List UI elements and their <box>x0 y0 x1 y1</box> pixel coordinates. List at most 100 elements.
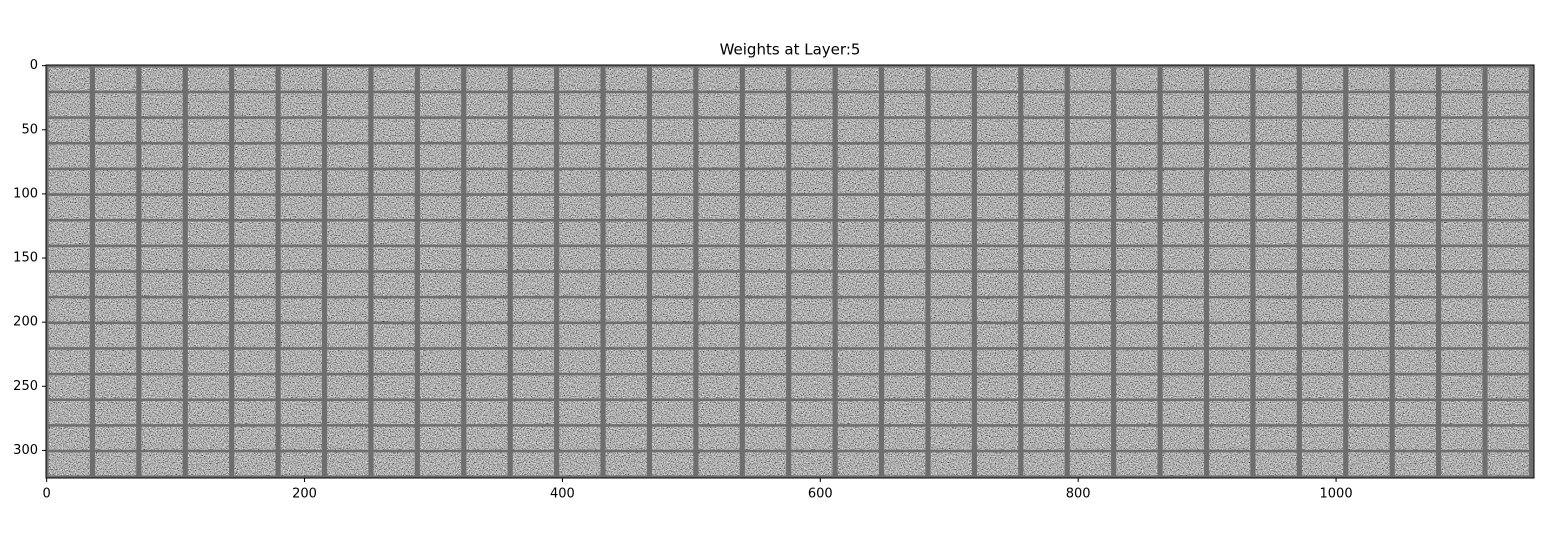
weight-tile <box>1487 118 1529 142</box>
weight-tile <box>1394 375 1437 399</box>
weight-tile <box>94 324 137 348</box>
weight-tile <box>930 272 972 296</box>
weight-tile <box>837 375 879 399</box>
weight-tile <box>1209 170 1251 194</box>
weight-tile <box>141 401 183 425</box>
weight-tile <box>1487 452 1529 476</box>
weight-tile <box>744 375 787 399</box>
weight-tile <box>791 452 833 476</box>
weight-tile <box>234 349 276 373</box>
weight-tile <box>605 349 647 373</box>
weight-tile <box>1209 118 1251 142</box>
weight-tile <box>605 298 647 322</box>
weight-tile <box>652 324 694 348</box>
weight-tile <box>698 247 740 271</box>
weight-tile <box>187 298 230 322</box>
weight-tile <box>94 401 137 425</box>
weight-tile <box>512 298 555 322</box>
weight-tile <box>837 170 879 194</box>
weight-tile <box>605 221 647 245</box>
weight-tile <box>280 67 322 91</box>
weight-tile <box>837 144 879 168</box>
weight-tile <box>187 221 230 245</box>
weight-tile <box>1116 195 1158 219</box>
weight-tile <box>419 426 462 450</box>
weight-tile <box>141 118 183 142</box>
weight-tile <box>141 93 183 117</box>
weight-tile <box>605 247 647 271</box>
weight-tile <box>884 170 926 194</box>
weight-tile <box>976 324 1019 348</box>
weight-tile <box>94 272 137 296</box>
weight-tile <box>419 221 462 245</box>
weight-tile <box>559 195 601 219</box>
weight-tile <box>141 272 183 296</box>
weight-tile <box>141 452 183 476</box>
weight-tile <box>234 298 276 322</box>
weight-tile <box>1487 272 1529 296</box>
weight-tile <box>1394 324 1437 348</box>
weight-tile <box>466 67 508 91</box>
weight-tile <box>1348 324 1390 348</box>
weight-tile <box>419 375 462 399</box>
weight-tile <box>976 221 1019 245</box>
weight-tile <box>327 401 369 425</box>
weight-tile <box>1069 401 1112 425</box>
weight-tile <box>1394 272 1437 296</box>
weight-tile <box>1255 272 1297 296</box>
weight-tile <box>419 452 462 476</box>
weight-tile <box>652 170 694 194</box>
weight-tile <box>1023 298 1065 322</box>
weight-tile <box>930 67 972 91</box>
weight-tile <box>1162 324 1204 348</box>
weight-tile <box>512 93 555 117</box>
weight-tile <box>1116 118 1158 142</box>
weight-tile <box>1348 426 1390 450</box>
weight-tile <box>94 298 137 322</box>
weight-tile <box>512 195 555 219</box>
weight-tile <box>930 452 972 476</box>
y-tick-label: 150 <box>13 251 38 266</box>
weight-tile <box>234 221 276 245</box>
weight-tile <box>234 93 276 117</box>
weight-tile <box>141 221 183 245</box>
weight-tile <box>1116 401 1158 425</box>
weight-tile <box>884 144 926 168</box>
weight-tile <box>1023 93 1065 117</box>
weight-tile <box>1116 298 1158 322</box>
weight-tile <box>837 324 879 348</box>
weight-tile <box>559 298 601 322</box>
weight-tile <box>48 170 90 194</box>
weight-tile <box>698 118 740 142</box>
weight-tile <box>1162 426 1204 450</box>
weight-tile <box>1023 349 1065 373</box>
weight-tile <box>1348 195 1390 219</box>
weight-tile <box>1348 452 1390 476</box>
weight-tile <box>1487 298 1529 322</box>
x-tick-label: 400 <box>550 487 575 502</box>
weight-tile <box>234 452 276 476</box>
weight-tile <box>48 247 90 271</box>
weight-tile <box>419 170 462 194</box>
weight-tile <box>976 195 1019 219</box>
weight-tile <box>1255 401 1297 425</box>
weight-tile <box>141 375 183 399</box>
weight-tile <box>559 452 601 476</box>
weight-tile <box>605 93 647 117</box>
weight-tile <box>234 247 276 271</box>
weight-tile <box>94 93 137 117</box>
weight-tile <box>373 195 415 219</box>
weight-tile <box>559 170 601 194</box>
weight-tile <box>698 375 740 399</box>
weight-tile <box>373 452 415 476</box>
weight-tile <box>419 298 462 322</box>
weight-tile <box>1394 452 1437 476</box>
x-tick-label: 600 <box>808 487 833 502</box>
weight-tile <box>1162 272 1204 296</box>
weight-tile <box>141 67 183 91</box>
weight-tile <box>976 272 1019 296</box>
weight-tile <box>1394 195 1437 219</box>
weight-tile <box>1394 221 1437 245</box>
weight-tile <box>1209 401 1251 425</box>
weight-tile <box>605 324 647 348</box>
